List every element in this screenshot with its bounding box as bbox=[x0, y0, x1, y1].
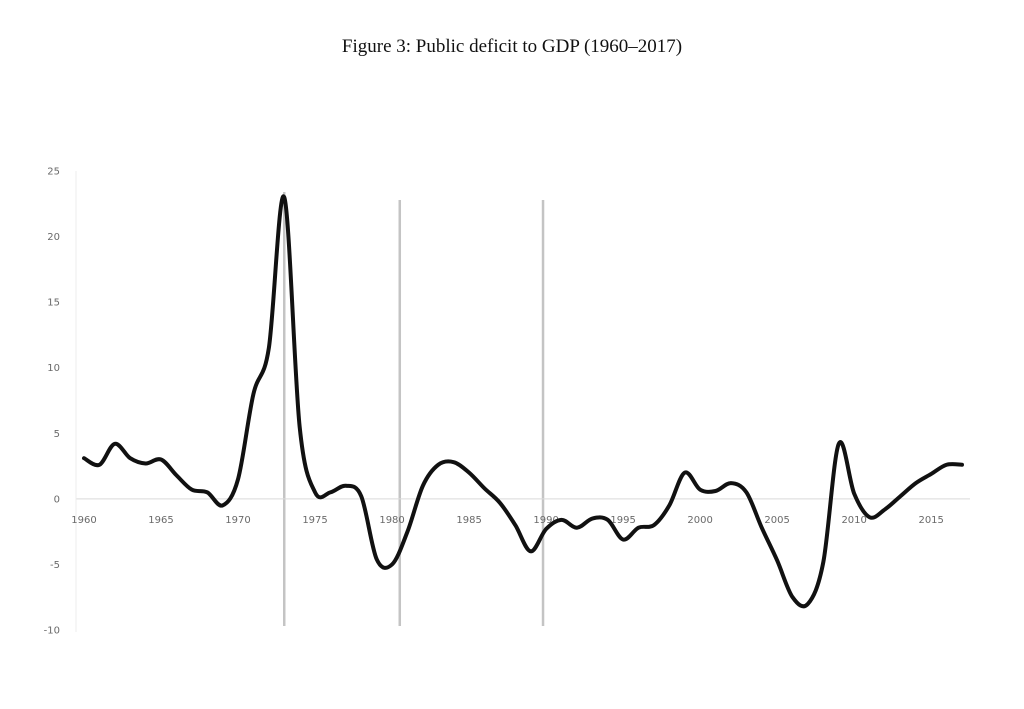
x-tick-label: 1980 bbox=[379, 515, 404, 526]
y-tick-label: 15 bbox=[47, 298, 60, 309]
y-tick-label: -10 bbox=[44, 626, 60, 637]
axes bbox=[75, 171, 970, 632]
x-tick-label: 1970 bbox=[225, 515, 250, 526]
x-tick-label: 2005 bbox=[764, 515, 789, 526]
y-tick-label: 10 bbox=[47, 363, 60, 374]
y-tick-label: -5 bbox=[50, 560, 60, 571]
data-series bbox=[82, 194, 964, 609]
x-tick-label: 2000 bbox=[687, 515, 712, 526]
y-tick-label: 20 bbox=[47, 232, 60, 243]
x-tick-label: 1985 bbox=[456, 515, 481, 526]
y-tick-label: 25 bbox=[47, 167, 60, 178]
chart-title: Figure 3: Public deficit to GDP (1960–20… bbox=[341, 36, 683, 57]
vertical-reference-lines bbox=[282, 192, 545, 626]
series-line bbox=[82, 194, 964, 609]
y-axis-tick-labels: -10 -5 0 5 10 15 20 25 bbox=[44, 167, 60, 637]
x-axis-tick-labels: 1960 1965 1970 1975 1980 1985 1990 1995 2000 2005… bbox=[71, 515, 944, 526]
x-tick-label: 2010 bbox=[841, 515, 866, 526]
x-tick-label: 1965 bbox=[148, 515, 173, 526]
x-tick-label: 2015 bbox=[918, 515, 943, 526]
y-tick-label: 5 bbox=[54, 429, 60, 440]
x-tick-label: 1960 bbox=[71, 515, 96, 526]
x-tick-label: 1995 bbox=[610, 515, 635, 526]
x-tick-label: 1990 bbox=[533, 515, 558, 526]
y-tick-label: 0 bbox=[54, 494, 60, 505]
x-tick-label: 1975 bbox=[302, 515, 327, 526]
